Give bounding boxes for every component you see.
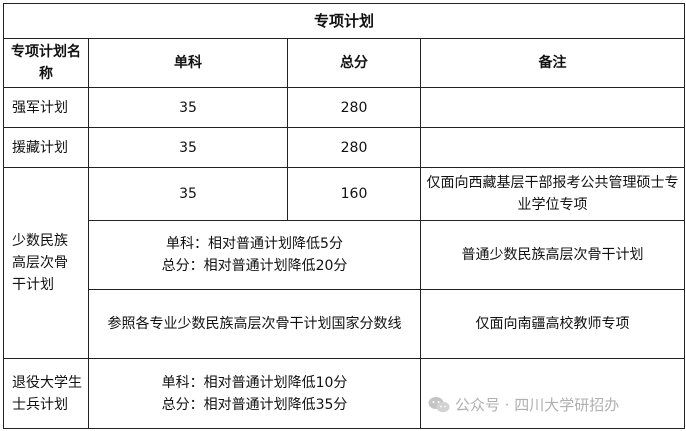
single-score: 35 — [88, 127, 288, 168]
table-row: 少数民族高层次骨干计划 35 160 仅面向西藏基层干部报考公共管理硕士专业学位… — [3, 167, 686, 359]
wechat-icon — [428, 396, 450, 412]
note: 普通少数民族高层次骨干计划 — [419, 220, 686, 290]
note — [419, 127, 686, 168]
watermark: 公众号 · 四川大学研招办 — [428, 394, 619, 415]
score-rule: 参照各专业少数民族高层次骨干计划国家分数线 — [88, 289, 421, 359]
plan-name: 少数民族高层次骨干计划 — [3, 167, 89, 359]
header-note: 备注 — [419, 38, 686, 88]
table-row: 援藏计划 35 280 — [3, 127, 686, 168]
header-single: 单科 — [88, 38, 288, 88]
table-row: 单科：相对普通计划降低5分 总分：相对普通计划降低20分 普通少数民族高层次骨干… — [4, 220, 686, 290]
note — [419, 87, 686, 128]
note — [419, 358, 686, 429]
watermark-text: 公众号 · 四川大学研招办 — [455, 396, 620, 414]
special-plan-table: 专项计划 专项计划名称 单科 总分 备注 强军计划 35 280 援藏计划 35… — [2, 3, 686, 429]
table-row: 退役大学生士兵计划 单科：相对普通计划降低10分 总分：相对普通计划降低35分 — [3, 358, 686, 429]
total-score: 280 — [287, 87, 421, 128]
score-rule: 单科：相对普通计划降低10分 总分：相对普通计划降低35分 — [88, 358, 421, 429]
single-score: 35 — [88, 87, 288, 128]
plan-name: 援藏计划 — [3, 127, 89, 168]
total-score: 280 — [287, 127, 421, 168]
single-rule: 单科：相对普通计划降低10分 — [161, 374, 348, 391]
note: 仅面向西藏基层干部报考公共管理硕士专业学位专项 — [419, 167, 686, 221]
total-rule: 总分：相对普通计划降低35分 — [161, 396, 348, 413]
table-title: 专项计划 — [2, 3, 686, 39]
single-rule: 单科：相对普通计划降低5分 — [166, 236, 343, 252]
total-rule: 总分：相对普通计划降低20分 — [161, 258, 348, 274]
header-total: 总分 — [287, 38, 421, 88]
note: 仅面向南疆高校教师专项 — [419, 289, 686, 359]
plan-name: 退役大学生士兵计划 — [3, 358, 89, 429]
plan-name: 强军计划 — [3, 87, 89, 128]
table-row: 参照各专业少数民族高层次骨干计划国家分数线 仅面向南疆高校教师专项 — [4, 289, 686, 359]
table-row: 强军计划 35 280 — [3, 87, 686, 128]
total-score: 160 — [287, 167, 421, 221]
single-score: 35 — [88, 167, 288, 221]
score-rule: 单科：相对普通计划降低5分 总分：相对普通计划降低20分 — [88, 220, 421, 290]
header-plan-name: 专项计划名称 — [3, 38, 89, 88]
